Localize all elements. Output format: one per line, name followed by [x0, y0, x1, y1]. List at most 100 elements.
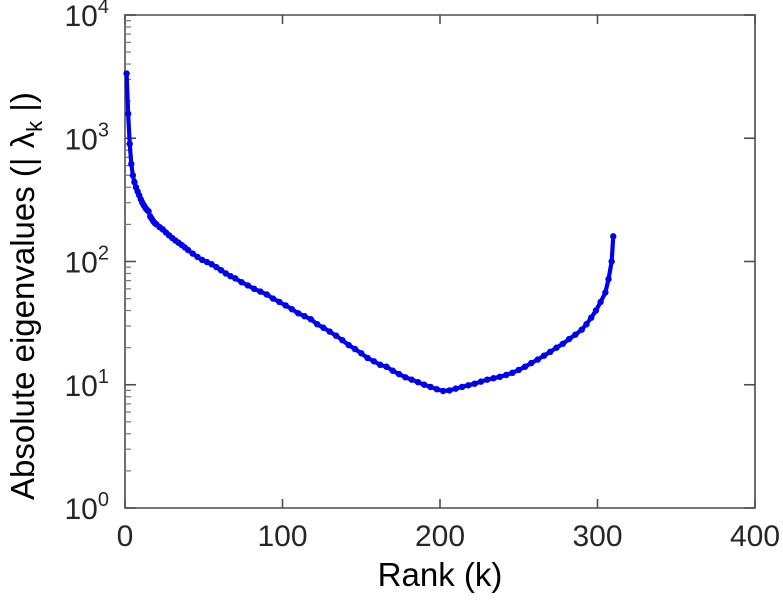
- data-point: [345, 341, 352, 349]
- data-point: [124, 110, 132, 117]
- data-point: [339, 336, 346, 344]
- data-point: [477, 378, 485, 385]
- y-tick-label: 100: [65, 489, 110, 526]
- data-point: [358, 350, 365, 357]
- y-axis-title-group: Absolute eigenvalues (| λk |): [4, 92, 47, 500]
- data-point: [528, 359, 535, 367]
- x-tick-label: 100: [257, 520, 307, 553]
- data-point: [238, 278, 245, 286]
- data-point: [326, 328, 333, 335]
- data-point: [458, 383, 466, 391]
- data-point: [313, 320, 321, 328]
- data-point: [565, 335, 573, 343]
- data-point: [301, 312, 308, 320]
- data-point: [559, 340, 567, 347]
- data-point: [189, 250, 196, 257]
- data-series-group: [123, 70, 617, 395]
- data-point: [244, 282, 252, 289]
- y-axis-ticks: [125, 14, 755, 509]
- data-point: [540, 352, 548, 359]
- data-point: [515, 366, 522, 374]
- data-point: [597, 298, 604, 306]
- x-tick-label: 0: [117, 520, 134, 553]
- data-point: [402, 374, 409, 381]
- data-point: [126, 140, 133, 148]
- data-point: [439, 387, 447, 395]
- data-point: [351, 345, 359, 353]
- data-point: [295, 310, 302, 317]
- eigenvalue-curve: [124, 71, 616, 394]
- data-point: [414, 378, 422, 386]
- data-point: [131, 178, 138, 186]
- data-point: [592, 307, 600, 314]
- y-tick-label: 101: [65, 366, 110, 403]
- data-point: [602, 289, 609, 296]
- data-point: [222, 270, 229, 277]
- x-tick-label: 200: [415, 520, 465, 553]
- data-point: [395, 370, 403, 378]
- data-point: [257, 288, 264, 295]
- data-point: [471, 380, 478, 387]
- data-point: [332, 332, 340, 339]
- data-point: [572, 331, 579, 338]
- data-point: [484, 376, 491, 383]
- svg-text:Absolute eigenvalues (| λk |): Absolute eigenvalues (| λk |): [4, 92, 47, 500]
- data-point: [307, 316, 315, 323]
- data-point: [605, 275, 612, 283]
- data-point: [608, 258, 615, 265]
- y-axis-minor-ticks: [125, 20, 131, 472]
- data-point: [427, 383, 434, 391]
- data-point: [376, 361, 384, 369]
- data-point: [534, 356, 541, 363]
- x-tick-label: 300: [572, 520, 622, 553]
- y-tick-label: 102: [65, 243, 110, 280]
- x-axis-tick-labels: 0 100 200 300 400: [117, 520, 780, 553]
- data-point: [123, 70, 130, 77]
- data-point: [502, 371, 510, 379]
- data-point: [217, 267, 225, 274]
- data-point: [383, 363, 390, 370]
- data-point: [263, 291, 270, 298]
- x-axis-ticks: [124, 15, 756, 508]
- y-axis-title-subscript: k: [22, 120, 47, 132]
- y-axis-title-main: Absolute eigenvalues (|: [4, 148, 41, 500]
- data-point: [433, 386, 441, 393]
- data-point: [288, 306, 296, 313]
- data-point: [370, 358, 378, 365]
- y-tick-label: 104: [65, 0, 110, 33]
- data-point: [421, 381, 428, 388]
- data-point: [389, 367, 396, 374]
- data-point: [553, 344, 560, 351]
- data-point: [282, 302, 289, 309]
- data-point: [232, 275, 239, 282]
- data-point: [364, 354, 371, 362]
- data-point: [408, 376, 415, 383]
- data-point: [208, 261, 215, 268]
- data-point: [578, 326, 585, 333]
- data-point: [610, 233, 617, 240]
- data-point: [583, 320, 590, 328]
- y-axis-tick-labels: 100 101 102 103 104: [65, 0, 110, 526]
- data-point: [446, 387, 453, 394]
- data-point: [588, 314, 595, 321]
- data-point: [194, 253, 201, 261]
- y-tick-label: 103: [65, 119, 110, 156]
- data-point: [509, 369, 516, 377]
- data-point: [276, 298, 283, 306]
- data-point: [129, 172, 137, 179]
- y-axis-title-tail: |): [4, 92, 41, 121]
- data-point: [547, 348, 554, 356]
- data-point: [452, 385, 459, 392]
- data-point: [213, 263, 220, 271]
- data-point: [184, 246, 192, 254]
- data-point: [465, 382, 472, 389]
- data-point: [145, 208, 152, 215]
- data-point: [496, 373, 504, 381]
- x-axis-title: Rank (k): [378, 556, 503, 593]
- data-point: [269, 295, 277, 302]
- eigenvalue-markers: [123, 70, 617, 395]
- data-point: [521, 363, 529, 370]
- data-point: [320, 324, 327, 331]
- data-point: [490, 375, 497, 382]
